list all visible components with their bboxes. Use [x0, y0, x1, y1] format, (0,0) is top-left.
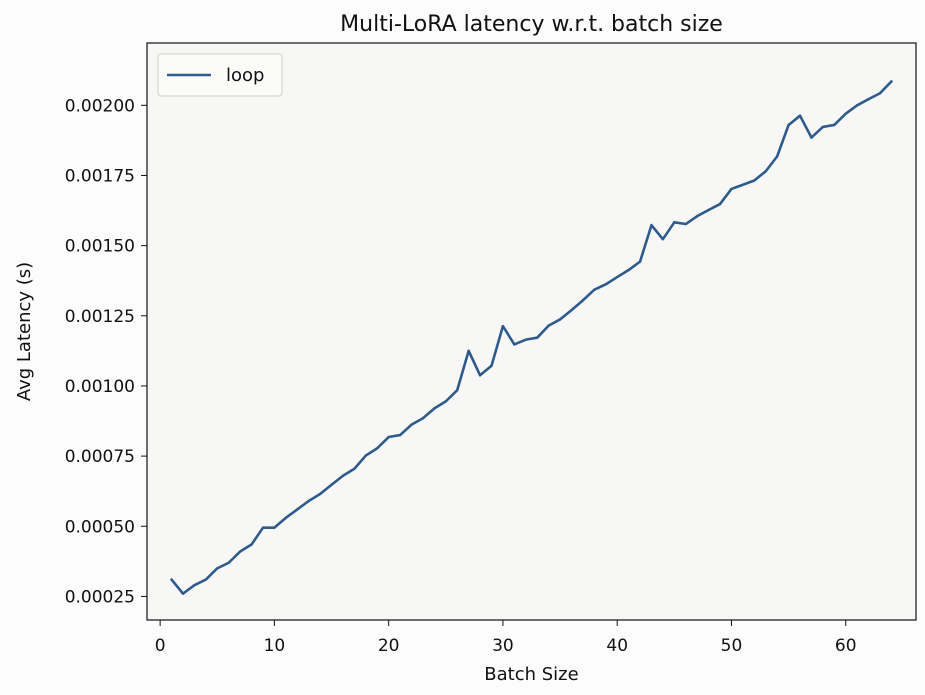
plot-area — [147, 43, 916, 620]
y-tick-label: 0.00175 — [65, 166, 135, 186]
data-point — [878, 92, 882, 95]
data-point — [890, 80, 893, 83]
data-point — [581, 299, 585, 302]
data-point — [661, 237, 665, 241]
y-tick-label: 0.00200 — [65, 96, 135, 116]
data-point — [558, 318, 562, 321]
data-point — [718, 202, 722, 206]
data-point — [867, 97, 870, 101]
data-point — [353, 467, 356, 470]
data-point — [467, 349, 470, 353]
data-point — [456, 388, 459, 392]
data-point — [341, 474, 345, 477]
data-point — [296, 508, 299, 511]
x-axis-title: Batch Size — [484, 664, 578, 685]
data-point — [490, 364, 493, 367]
data-point — [364, 454, 368, 457]
data-point — [284, 516, 288, 520]
x-tick-label: 50 — [721, 636, 743, 656]
plot-frame — [146, 42, 917, 621]
chart-title: Multi-LoRA latency w.r.t. batch size — [340, 12, 723, 37]
data-point — [833, 123, 836, 127]
data-point — [536, 336, 539, 339]
series-layer — [170, 80, 893, 595]
y-tick-label: 0.00075 — [65, 447, 135, 467]
data-point — [170, 578, 173, 581]
data-point — [673, 221, 676, 224]
data-point — [684, 222, 687, 226]
data-point — [444, 400, 448, 403]
y-tick-label: 0.00150 — [65, 237, 135, 257]
x-tick-label: 60 — [835, 636, 857, 656]
data-point — [330, 483, 333, 486]
data-point — [775, 155, 779, 158]
data-point — [204, 578, 208, 581]
data-point — [855, 104, 859, 107]
data-point — [810, 136, 813, 139]
legend-label-loop: loop — [226, 65, 264, 86]
data-point — [593, 288, 596, 291]
x-tick-label: 0 — [155, 636, 166, 656]
x-tick-label: 40 — [606, 636, 628, 656]
x-tick-label: 10 — [264, 636, 286, 656]
data-point — [787, 123, 790, 127]
legend: loop — [157, 53, 283, 97]
data-point — [741, 183, 745, 186]
data-point — [307, 499, 310, 503]
data-point — [695, 214, 699, 218]
data-point — [753, 179, 756, 182]
data-point — [844, 112, 847, 115]
data-point — [261, 526, 265, 529]
data-point — [547, 324, 550, 327]
data-point — [478, 374, 482, 377]
data-point — [216, 567, 219, 570]
x-tick-label: 30 — [492, 636, 514, 656]
x-axis-ticks: 0 10 20 30 40 50 60 — [155, 620, 857, 656]
data-point — [398, 433, 402, 437]
data-point — [273, 526, 276, 529]
data-point — [638, 260, 642, 263]
data-point — [615, 275, 619, 279]
x-tick-label: 20 — [378, 636, 400, 656]
data-point — [650, 223, 653, 227]
data-point — [513, 343, 516, 346]
data-point — [376, 447, 379, 450]
data-point — [798, 114, 802, 117]
data-point — [501, 324, 505, 328]
y-tick-label: 0.00125 — [65, 307, 135, 327]
data-point — [227, 561, 230, 564]
y-tick-label: 0.00050 — [65, 517, 135, 537]
data-point — [193, 584, 196, 587]
data-point — [433, 407, 436, 410]
data-point — [570, 308, 573, 312]
data-point — [524, 338, 527, 341]
data-point — [730, 187, 733, 191]
data-point — [421, 417, 425, 420]
data-point — [238, 550, 242, 553]
data-point — [627, 268, 630, 272]
data-point — [410, 423, 413, 426]
data-point — [821, 125, 825, 129]
data-point — [250, 543, 253, 546]
series-line-loop — [170, 80, 893, 595]
y-tick-label: 0.00100 — [65, 377, 135, 397]
data-point — [707, 208, 710, 212]
data-point — [764, 170, 767, 173]
data-point — [318, 492, 322, 496]
y-axis-ticks: 0.00025 0.00050 0.00075 0.00100 0.00125 0.001… — [65, 96, 147, 607]
y-axis-title: Avg Latency (s) — [14, 262, 35, 401]
data-point — [181, 592, 185, 595]
data-point — [387, 435, 390, 439]
legend-box — [157, 53, 283, 97]
y-tick-label: 0.00025 — [65, 587, 135, 607]
data-point — [604, 283, 607, 286]
